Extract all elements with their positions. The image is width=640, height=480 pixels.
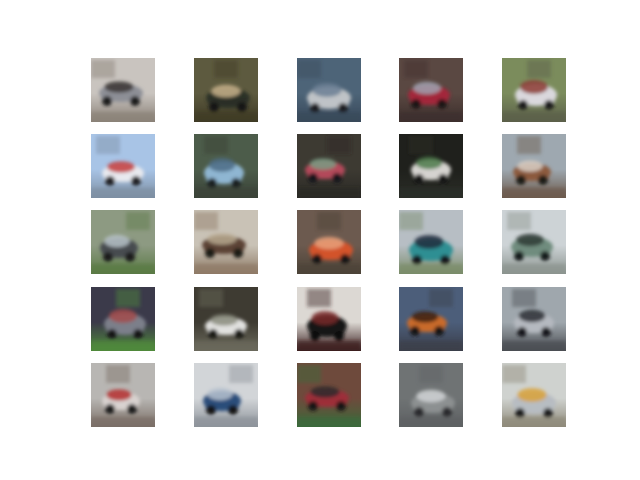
car-image (399, 134, 463, 198)
generated-image-tile (399, 287, 463, 351)
generated-image-tile (194, 363, 258, 427)
car-image (297, 363, 361, 427)
generated-image-tile (194, 134, 258, 198)
generated-image-tile (399, 363, 463, 427)
generated-image-tile (297, 134, 361, 198)
generated-image-tile (297, 210, 361, 274)
generated-image-tile (194, 210, 258, 274)
generated-image-tile (502, 363, 566, 427)
car-image (297, 210, 361, 274)
car-image (502, 58, 566, 122)
generated-image-tile (297, 58, 361, 122)
generated-image-tile (91, 134, 155, 198)
generated-image-tile (502, 210, 566, 274)
car-image (297, 134, 361, 198)
generated-image-tile (194, 287, 258, 351)
car-image (194, 58, 258, 122)
generated-image-tile (502, 58, 566, 122)
car-image (502, 287, 566, 351)
car-image (502, 210, 566, 274)
generated-image-tile (502, 287, 566, 351)
car-image (399, 58, 463, 122)
generated-image-tile (399, 58, 463, 122)
generated-image-tile (91, 287, 155, 351)
car-image (194, 134, 258, 198)
car-image (194, 287, 258, 351)
generated-image-tile (297, 287, 361, 351)
car-image (91, 58, 155, 122)
car-image (91, 134, 155, 198)
car-image (399, 287, 463, 351)
car-image (399, 210, 463, 274)
car-image (194, 363, 258, 427)
car-image (297, 287, 361, 351)
car-image (91, 363, 155, 427)
generated-image-tile (91, 210, 155, 274)
car-image (399, 363, 463, 427)
car-image (194, 210, 258, 274)
generated-image-tile (91, 58, 155, 122)
car-image (502, 134, 566, 198)
car-image (91, 287, 155, 351)
generated-image-tile (91, 363, 155, 427)
car-image (297, 58, 361, 122)
generated-image-tile (297, 363, 361, 427)
generated-image-tile (399, 134, 463, 198)
generated-image-tile (502, 134, 566, 198)
car-image (91, 210, 155, 274)
car-image (502, 363, 566, 427)
generated-image-tile (399, 210, 463, 274)
generated-image-tile (194, 58, 258, 122)
